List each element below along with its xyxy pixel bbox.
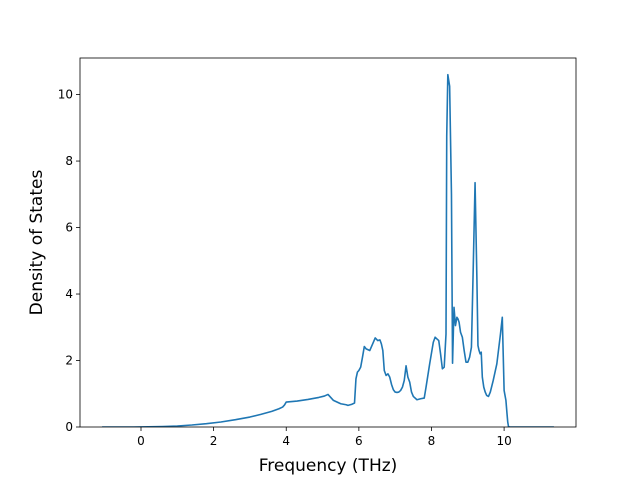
x-tick-label: 0 — [137, 434, 145, 448]
x-axis-label: Frequency (THz) — [259, 456, 398, 476]
y-tick-label: 0 — [65, 420, 73, 434]
y-tick-label: 6 — [65, 221, 73, 235]
plot-area — [102, 73, 554, 427]
y-tick-label: 2 — [65, 354, 73, 368]
y-tick-label: 4 — [65, 287, 73, 301]
axes-frame — [79, 57, 577, 428]
y-tick-label: 10 — [58, 88, 73, 102]
axis-ticks: 0 2 4 6 8 10 0 2 4 6 8 10 — [58, 88, 512, 448]
x-tick-label: 4 — [282, 434, 290, 448]
y-tick-label: 8 — [65, 154, 73, 168]
y-axis-label: Density of States — [27, 170, 47, 316]
x-tick-label: 8 — [428, 434, 436, 448]
x-tick-label: 6 — [355, 434, 363, 448]
dos-series-line — [102, 73, 554, 427]
x-tick-label: 10 — [496, 434, 511, 448]
x-tick-label: 2 — [210, 434, 218, 448]
